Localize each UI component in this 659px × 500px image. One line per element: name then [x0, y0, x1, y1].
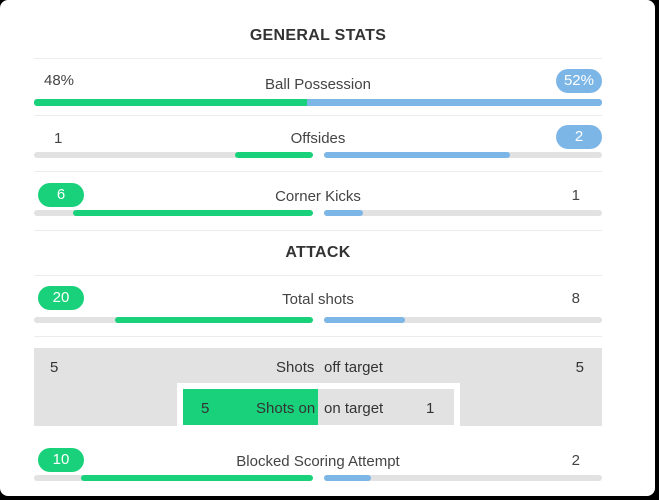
stat-label: Blocked Scoring Attempt [236, 453, 400, 470]
away-value-badge: 2 [556, 125, 602, 149]
away-value-badge: 52% [555, 69, 602, 93]
home-value-badge: 20 [38, 286, 84, 310]
divider [34, 230, 602, 231]
possession-bar [34, 99, 602, 106]
home-bar-fill [73, 210, 313, 216]
stat-row-total-shots: 20 Total shots 8 [34, 286, 602, 326]
shots-off-label-left: Shots [276, 359, 315, 376]
home-bar-track [34, 475, 313, 481]
home-value-badge: 6 [38, 183, 84, 207]
divider [34, 171, 602, 172]
stat-label: Ball Possession [265, 76, 371, 93]
section-title-attack: ATTACK [285, 244, 351, 261]
stat-row-ball-possession: 48% Ball Possession 52% [34, 68, 602, 108]
away-bar-track [324, 317, 602, 323]
stat-label: Corner Kicks [275, 188, 361, 205]
home-bar-track [34, 152, 313, 158]
home-value: 1 [54, 130, 63, 147]
away-value: 2 [571, 452, 580, 469]
shots-on-home-value: 5 [201, 400, 210, 417]
shots-off-label-right: off target [324, 359, 383, 376]
home-bar-fill [114, 317, 313, 323]
divider [34, 115, 602, 116]
stat-label: Offsides [290, 130, 346, 147]
away-bar-track [324, 210, 602, 216]
divider [34, 58, 602, 59]
shots-off-away-value: 5 [575, 359, 584, 376]
stat-row-corner-kicks: 6 Corner Kicks 1 [34, 183, 602, 223]
divider [34, 336, 602, 337]
away-bar-fill [324, 317, 405, 323]
away-bar-track [324, 475, 602, 481]
divider [34, 275, 602, 276]
stat-row-blocked-scoring-attempt: 10 Blocked Scoring Attempt 2 [34, 448, 602, 488]
shots-off-home-value: 5 [50, 359, 59, 376]
home-bar-fill [234, 152, 313, 158]
away-bar-fill [324, 210, 363, 216]
stat-row-offsides: 1 Offsides 2 [34, 124, 602, 164]
home-bar-track [34, 210, 313, 216]
away-possession-fill [306, 99, 602, 106]
stat-label: Total shots [282, 291, 354, 308]
home-bar-track [34, 317, 313, 323]
shots-target-block: 5 Shots off target 5 5 Shots on on targe… [34, 348, 602, 426]
home-value-badge: 10 [38, 448, 84, 472]
home-value: 48% [44, 72, 75, 89]
away-bar-fill [324, 475, 372, 481]
shots-on-label-left: Shots on [256, 400, 316, 417]
shots-on-label-right: on target [324, 400, 384, 417]
shots-on-home-area [183, 389, 318, 425]
home-bar-fill [81, 475, 313, 481]
shots-on-away-value: 1 [426, 400, 435, 417]
away-value: 1 [571, 187, 580, 204]
away-bar-track [324, 152, 602, 158]
away-value: 8 [571, 290, 580, 307]
home-possession-fill [34, 99, 307, 106]
away-bar-fill [324, 152, 511, 158]
section-title-general-stats: GENERAL STATS [249, 27, 387, 44]
